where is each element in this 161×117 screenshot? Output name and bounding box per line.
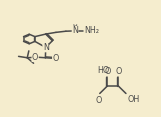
Text: NH₂: NH₂	[85, 26, 99, 35]
Text: O: O	[104, 67, 110, 76]
Text: O: O	[115, 67, 122, 76]
Text: O: O	[32, 53, 38, 62]
Text: H: H	[73, 24, 77, 29]
Text: O: O	[52, 54, 59, 63]
Text: HO: HO	[97, 66, 109, 75]
Text: N: N	[43, 43, 49, 52]
Text: OH: OH	[128, 95, 140, 104]
Text: N: N	[72, 26, 78, 35]
Text: O: O	[95, 96, 102, 105]
